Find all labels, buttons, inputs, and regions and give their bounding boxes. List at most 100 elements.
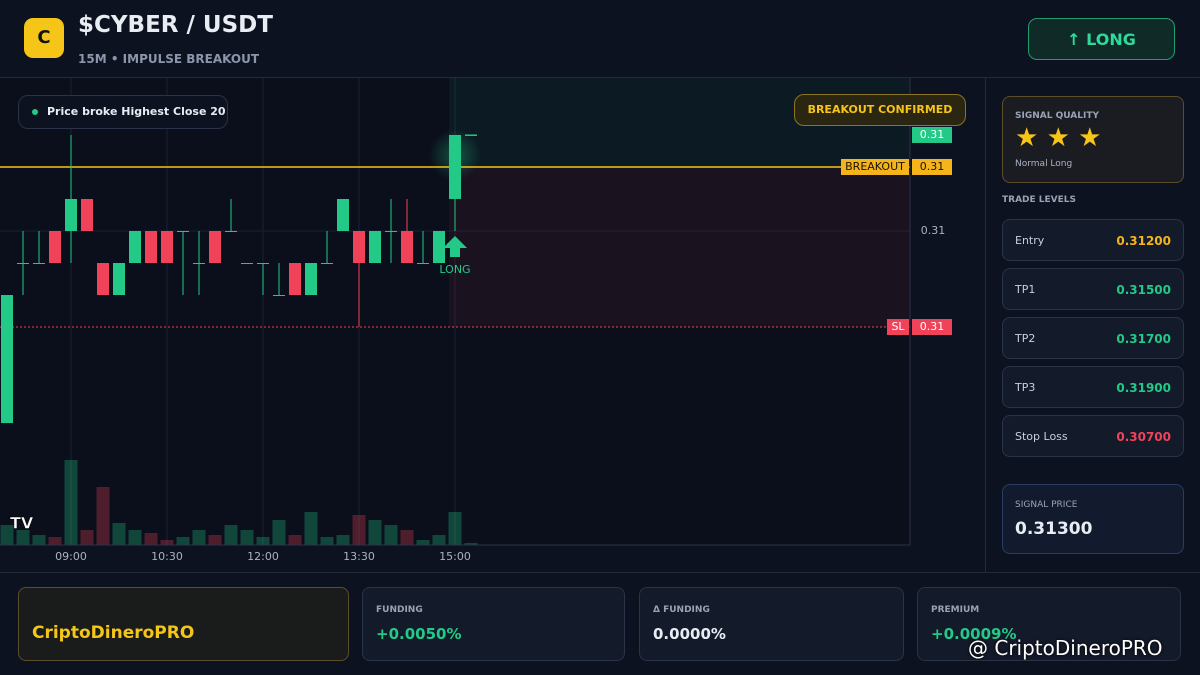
- volume-bar: [160, 540, 174, 545]
- risk-zone: [449, 166, 910, 328]
- volume-bar: [144, 533, 158, 545]
- stat-card: FUNDING +0.0050%: [362, 587, 625, 661]
- divider: [0, 572, 1200, 573]
- candle-body: [433, 230, 445, 264]
- stat-label: PREMIUM: [931, 605, 980, 615]
- volume-bar: [464, 543, 478, 545]
- stars: ★ ★ ★: [1015, 123, 1102, 153]
- subtitle: 15M • IMPULSE BREAKOUT: [78, 52, 260, 66]
- candle-body: [289, 263, 301, 296]
- candle-body: [241, 263, 253, 265]
- breakout-name: BREAKOUT: [845, 160, 905, 173]
- divider: [985, 78, 986, 573]
- volume-bar: [288, 535, 302, 545]
- breakout-tag: [912, 158, 952, 175]
- breakout-tag-label: 0.31: [920, 160, 945, 173]
- brand-card: CriptoDineroPRO: [18, 587, 349, 661]
- signal-price: 0.31300: [1015, 519, 1093, 539]
- level-label: Entry: [1015, 234, 1045, 247]
- volume-bar: [272, 520, 286, 545]
- long-arrow: [443, 235, 467, 257]
- volume-bar: [208, 535, 222, 545]
- volume-bar: [336, 535, 350, 545]
- candle-body: [193, 263, 205, 265]
- level-row: TP3 0.31900: [1002, 366, 1184, 408]
- stat-card: Δ FUNDING 0.0000%: [639, 587, 904, 661]
- signal-price-card: SIGNAL PRICE 0.31300: [1002, 484, 1184, 554]
- volume-bar: [304, 512, 318, 545]
- volume-bar: [224, 525, 238, 545]
- x-tick-label: 13:30: [343, 550, 375, 563]
- y-tick-label: 0.31: [921, 224, 946, 237]
- stat-value: +0.0009%: [931, 625, 1017, 643]
- level-row: Stop Loss 0.30700: [1002, 415, 1184, 457]
- level-value: 0.31900: [1116, 381, 1171, 395]
- long-label: LONG: [439, 263, 470, 276]
- volume-bar: [32, 535, 46, 545]
- volume-bar: [368, 520, 382, 545]
- quality-title: SIGNAL QUALITY: [1015, 111, 1099, 121]
- watermark: @ CriptoDineroPRO: [968, 636, 1163, 660]
- level-value: 0.31500: [1116, 283, 1171, 297]
- volume-bar: [432, 535, 446, 545]
- tv-logo: TV: [10, 514, 34, 533]
- x-tick-label: 10:30: [151, 550, 183, 563]
- candle-body: [1, 295, 13, 424]
- stat-value: +0.0050%: [376, 625, 462, 643]
- stat-label: Δ FUNDING: [653, 605, 710, 615]
- note-text: Price broke Highest Close 20: [47, 105, 226, 118]
- candle-body: [321, 263, 333, 265]
- volume-bar: [256, 537, 270, 545]
- x-tick-label: 15:00: [439, 550, 471, 563]
- volume-bar: [112, 523, 126, 545]
- level-row: TP1 0.31500: [1002, 268, 1184, 310]
- candle-body: [129, 230, 141, 264]
- signal-tag: [912, 126, 952, 143]
- sl-name: SL: [891, 320, 905, 333]
- candle-body: [401, 230, 413, 264]
- divider: [0, 77, 1200, 78]
- candle-body: [305, 263, 317, 296]
- volume-bar: [0, 525, 14, 545]
- level-label: TP3: [1015, 381, 1036, 394]
- candle-body: [225, 230, 237, 232]
- candle-body: [97, 263, 109, 296]
- candle-body: [113, 263, 125, 296]
- quality-text: Normal Long: [1015, 159, 1073, 169]
- level-value: 0.31700: [1116, 332, 1171, 346]
- candle-body: [257, 263, 269, 265]
- volume-bar: [80, 530, 94, 545]
- level-value: 0.30700: [1116, 430, 1171, 444]
- candle-body: [177, 230, 189, 232]
- sl-tag-label: 0.31: [920, 320, 945, 333]
- level-value: 0.31200: [1116, 234, 1171, 248]
- brand: CriptoDineroPRO: [32, 623, 195, 643]
- level-row: Entry 0.31200: [1002, 219, 1184, 261]
- volume-bar: [240, 530, 254, 545]
- candle-body: [209, 230, 221, 264]
- volume-bar: [64, 460, 78, 545]
- volume-bar: [352, 515, 366, 545]
- candle-body: [81, 198, 93, 231]
- long-button[interactable]: ↑ LONG: [1028, 18, 1175, 60]
- candle-body: [337, 198, 349, 231]
- title: $CYBER / USDT: [78, 12, 273, 38]
- candle-body: [17, 263, 29, 265]
- sl-tag: [912, 319, 952, 336]
- volume-bar: [400, 530, 414, 545]
- stat-value: 0.0000%: [653, 625, 726, 643]
- x-tick-label: 09:00: [55, 550, 87, 563]
- stat-label: FUNDING: [376, 605, 423, 615]
- candle-body: [49, 230, 61, 264]
- candle-body: [161, 230, 173, 264]
- volume-bar: [16, 530, 30, 545]
- level-label: TP2: [1015, 332, 1036, 345]
- candle-body: [65, 198, 77, 231]
- confirmed-badge: BREAKOUT CONFIRMED: [794, 94, 966, 126]
- quality-card: SIGNAL QUALITY ★ ★ ★ Normal Long: [1002, 96, 1184, 183]
- candle-body: [369, 230, 381, 264]
- volume-bar: [128, 530, 142, 545]
- x-tick-label: 12:00: [247, 550, 279, 563]
- breakout-name-tag: [841, 158, 909, 175]
